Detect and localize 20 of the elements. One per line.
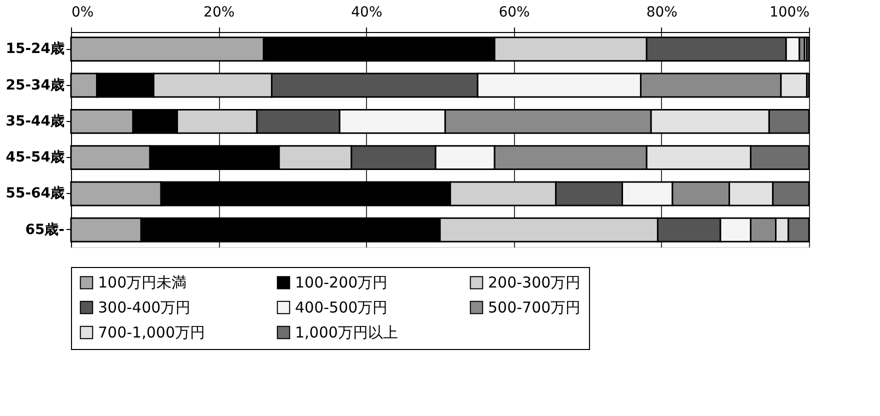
y-tick-label: 25-34歳 xyxy=(6,77,64,94)
legend-label: 100-200万円 xyxy=(295,274,388,292)
x-tick-label: 80% xyxy=(646,4,678,20)
x-tick-label: 100% xyxy=(769,4,810,20)
y-tick-label: 45-54歳 xyxy=(6,150,64,166)
x-tick-label: 0% xyxy=(72,4,94,20)
legend-label: 700-1,000万円 xyxy=(98,324,205,342)
legend-label: 400-500万円 xyxy=(295,298,388,316)
x-tick-label: 60% xyxy=(498,4,530,20)
legend-label: 100万円未満 xyxy=(98,274,187,292)
legend-label: 300-400万円 xyxy=(98,298,191,316)
y-tick-label: 35-44歳 xyxy=(6,113,64,130)
x-tick-label: 20% xyxy=(204,4,235,20)
x-tick-label: 40% xyxy=(351,4,382,20)
y-tick-label: 15-24歳 xyxy=(6,41,64,58)
legend-label: 1,000万円以上 xyxy=(295,324,398,342)
legend-label: 500-700万円 xyxy=(488,298,581,316)
y-tick-label: 65歳- xyxy=(25,222,65,238)
y-tick-label: 55-64歳 xyxy=(6,186,64,202)
legend-label: 200-300万円 xyxy=(488,274,581,292)
